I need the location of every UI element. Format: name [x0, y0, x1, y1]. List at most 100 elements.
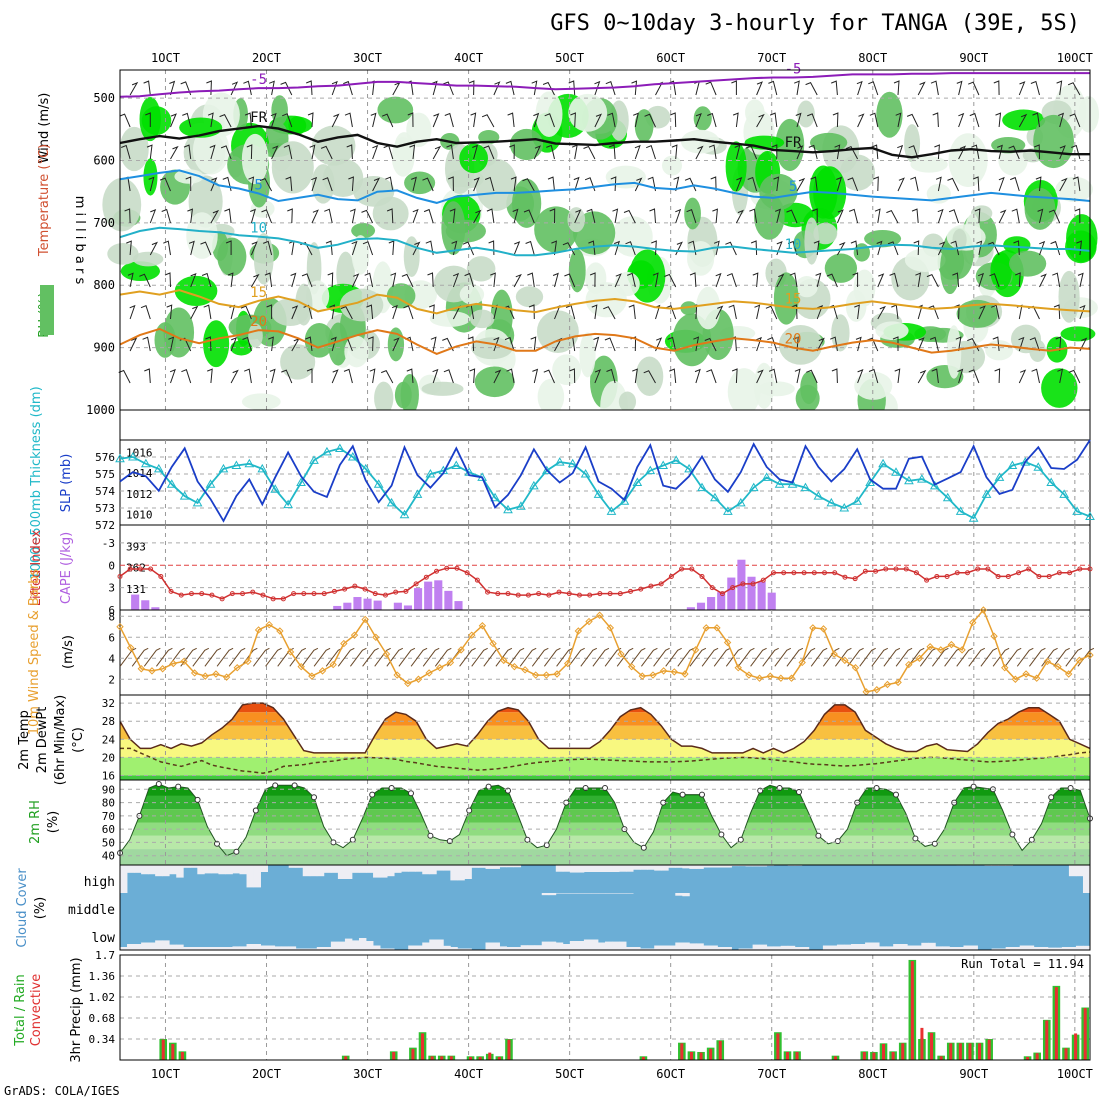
precip-tick-label: 0.34 — [89, 1033, 116, 1046]
wind-speed-marker — [265, 620, 273, 629]
wind-barb — [958, 112, 965, 128]
high-cloud-gap — [260, 865, 269, 872]
wind-barb — [259, 177, 273, 192]
li-marker — [1036, 573, 1042, 579]
wind-barb — [1079, 337, 1088, 352]
middle-cloud-gap — [612, 893, 620, 894]
low-cloud-gap — [464, 948, 472, 950]
high-cloud-gap — [351, 865, 360, 873]
precip-convective-bar — [1064, 1048, 1068, 1060]
wind-barb — [756, 369, 764, 384]
wind-barb — [908, 145, 919, 160]
wind-barb — [765, 305, 778, 320]
low-cloud-gap — [274, 946, 283, 950]
time-tick-label: 10OCT — [1057, 51, 1093, 65]
wind-barb — [834, 144, 841, 160]
rh-shade — [1058, 270, 1080, 323]
wind-barb — [385, 176, 394, 192]
high-cloud-gap — [731, 865, 739, 867]
wind-barb — [168, 336, 175, 352]
low-cloud-gap — [886, 946, 894, 950]
thickness-marker — [115, 453, 125, 463]
wind-barb — [972, 176, 980, 192]
surface-wind-barb — [835, 647, 852, 667]
li-marker — [454, 565, 460, 571]
time-tick-label: 7OCT — [757, 51, 786, 65]
surface-strip — [120, 410, 1090, 440]
wind-barb — [655, 337, 663, 352]
low-cloud-gap — [541, 941, 550, 950]
wind-barb — [412, 241, 421, 256]
rh-shade — [813, 222, 838, 245]
li-marker — [638, 586, 644, 592]
rh-shade — [687, 240, 715, 276]
li-tick-label: 6 — [108, 604, 115, 617]
wind-barb — [867, 337, 879, 352]
wind-barb — [549, 208, 556, 224]
low-cloud-gap — [520, 945, 529, 950]
cape-bar — [444, 590, 453, 610]
surface-wind-barb — [580, 647, 598, 667]
high-cloud-gap — [218, 865, 226, 875]
surface-wind-barb — [350, 647, 367, 667]
thickness-marker — [1085, 511, 1095, 520]
rh-shade — [776, 202, 814, 228]
wind-barb — [201, 272, 212, 288]
wind-barb — [857, 113, 865, 128]
wind-barb — [227, 272, 234, 288]
precip-convective-bar — [421, 1033, 425, 1060]
wind-speed-marker — [457, 646, 465, 654]
high-cloud-gap — [703, 865, 711, 868]
rh-marker — [737, 836, 744, 843]
wind-speed-marker — [350, 631, 359, 639]
high-cloud-gap — [415, 865, 423, 872]
wind-barb — [808, 144, 818, 160]
surface-wind-barb — [471, 647, 488, 667]
low-cloud-gap — [879, 946, 887, 950]
cloud-background — [120, 865, 1090, 950]
wind-barb — [906, 113, 919, 128]
low-cloud-gap — [970, 945, 978, 950]
wind-barb — [542, 81, 555, 96]
wind-barb — [367, 336, 374, 352]
wind-speed-marker — [553, 670, 561, 678]
low-cloud-gap — [422, 942, 430, 950]
wind-barb — [603, 306, 616, 320]
wind-barb — [768, 80, 778, 96]
wind-barb — [752, 272, 759, 288]
wind-speed-marker — [809, 624, 817, 632]
wind-barb — [667, 336, 677, 352]
wind-speed-marker — [595, 611, 604, 619]
surface-wind-barb — [398, 647, 416, 667]
wind-speed-marker — [212, 670, 220, 678]
wind-barb — [306, 80, 313, 96]
pressure-tick-label: 900 — [93, 341, 115, 355]
wind-barb — [646, 145, 656, 160]
precip-convective-bar — [641, 1056, 645, 1060]
middle-cloud-gap — [619, 893, 627, 894]
li-line — [119, 567, 1090, 600]
rh-shade — [311, 164, 335, 204]
wind-barb — [129, 81, 139, 96]
wind-barb — [525, 240, 535, 256]
li-marker — [505, 591, 511, 597]
wind-barb — [432, 113, 440, 128]
high-cloud-gap — [583, 865, 592, 872]
high-cloud-gap — [619, 865, 627, 872]
low-cloud-gap — [612, 941, 620, 950]
precip-convective-bar — [478, 1056, 482, 1060]
li-marker — [607, 591, 613, 597]
wind-barb — [119, 113, 131, 128]
temp-tick-label: 16 — [102, 769, 115, 782]
wind-barb — [564, 273, 576, 288]
li-marker — [822, 570, 828, 576]
high-cloud-gap — [176, 865, 184, 878]
pressure-tick-label: 700 — [93, 216, 115, 230]
cape-bar — [363, 598, 372, 610]
series-line — [119, 447, 1091, 520]
precip-tick-label: 1.02 — [89, 991, 116, 1004]
thickness-marker — [567, 458, 578, 468]
rh-shade — [107, 243, 139, 265]
rh-marker — [1048, 794, 1055, 801]
wind-barb — [230, 337, 238, 352]
